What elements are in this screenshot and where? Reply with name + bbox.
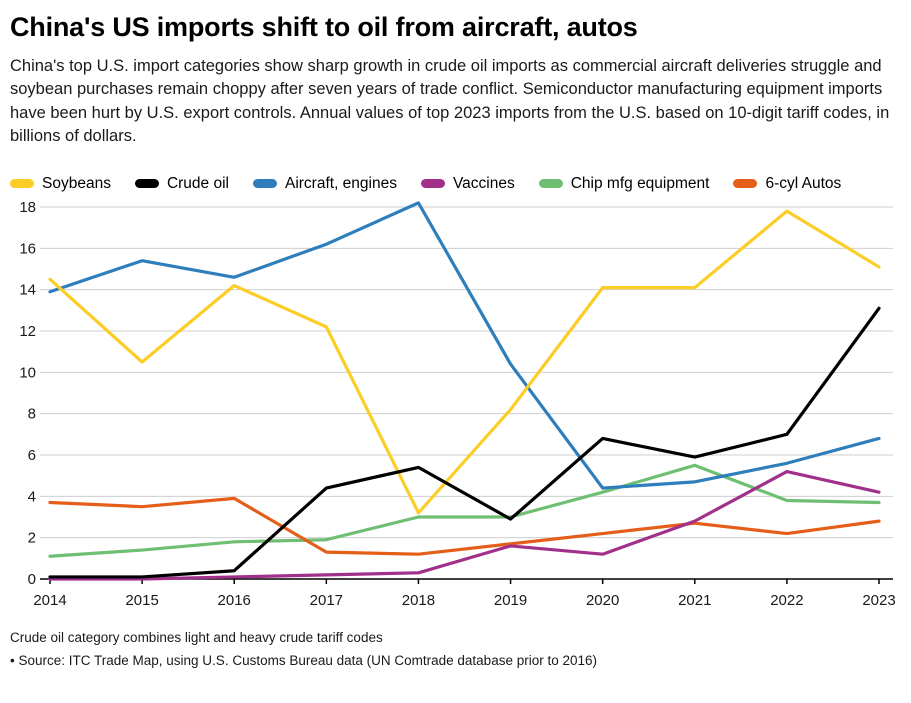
y-axis-tick-label: 6 [28, 447, 36, 464]
y-axis-tick-label: 2 [28, 529, 36, 546]
x-axis-tick-label: 2023 [862, 592, 895, 609]
legend-swatch-icon [538, 179, 563, 189]
chart-notes: Crude oil category combines light and he… [10, 627, 901, 673]
series-line-aircraft-engines [48, 200, 881, 490]
x-axis-tick-label: 2017 [310, 592, 343, 609]
series-line-6-cyl-autos [48, 496, 881, 556]
x-axis-tick-label: 2019 [494, 592, 527, 609]
legend-label: Aircraft, engines [284, 174, 397, 192]
y-axis-tick-label: 10 [19, 364, 36, 381]
legend-label: Vaccines [452, 174, 515, 192]
legend-swatch-icon [134, 179, 159, 189]
series-line-soybeans [48, 209, 881, 515]
x-axis-tick-label: 2021 [678, 592, 711, 609]
legend-label: Crude oil [166, 174, 229, 192]
legend-item-chip-mfg-equipment: Chip mfg equipment [538, 174, 710, 193]
legend-item-vaccines: Vaccines [420, 174, 515, 193]
legend-item-soybeans: Soybeans [10, 175, 111, 193]
y-axis-tick-label: 14 [19, 281, 36, 298]
legend-label: Soybeans [42, 174, 111, 192]
legend-item-aircraft-engines: Aircraft, engines [252, 174, 397, 193]
x-axis-tick-label: 2016 [218, 592, 251, 609]
y-axis-tick-label: 16 [19, 240, 36, 257]
y-axis-tick-label: 18 [19, 201, 36, 216]
legend-item-crude-oil: Crude oil [134, 174, 229, 193]
x-axis-tick-label: 2022 [770, 592, 803, 609]
legend-label: Chip mfg equipment [570, 174, 710, 192]
legend-swatch-icon [10, 179, 34, 189]
x-axis-tick-label: 2020 [586, 592, 619, 609]
legend-item-6-cyl-autos: 6-cyl Autos [733, 175, 841, 193]
series-line-chip-mfg-equipment [48, 463, 881, 558]
chart-area: 0 2 4 6 8 10 12 14 16 18 2014 2015 2016 2017 2018 2019 2… [10, 201, 901, 613]
x-axis-tick-label: 2018 [402, 592, 435, 609]
footnote: Crude oil category combines light and he… [10, 629, 383, 645]
x-axis-tick-label: 2015 [125, 592, 158, 609]
chart-subtitle: China's top U.S. import categories show … [10, 57, 890, 146]
series-line-vaccines [48, 469, 881, 581]
line-chart: 0 2 4 6 8 10 12 14 16 18 2014 2015 2016 2017 2018 2019 2… [19, 200, 895, 609]
legend-label: 6-cyl Autos [765, 174, 842, 192]
x-axis-tick-label: 2014 [33, 592, 66, 609]
y-axis-tick-label: 8 [28, 405, 36, 422]
legend: Soybeans Crude oil Aircraft, engines Vaccin… [10, 175, 901, 193]
y-axis-tick-label: 0 [28, 571, 36, 588]
series-line-crude-oil [48, 306, 881, 579]
legend-swatch-icon [733, 179, 758, 189]
legend-swatch-icon [252, 179, 277, 189]
y-axis-tick-label: 4 [28, 488, 36, 505]
legend-swatch-icon [420, 179, 445, 189]
y-axis-tick-label: 12 [19, 323, 36, 340]
page-title: China's US imports shift to oil from air… [10, 12, 638, 42]
source-line: • Source: ITC Trade Map, using U.S. Cust… [10, 652, 597, 668]
